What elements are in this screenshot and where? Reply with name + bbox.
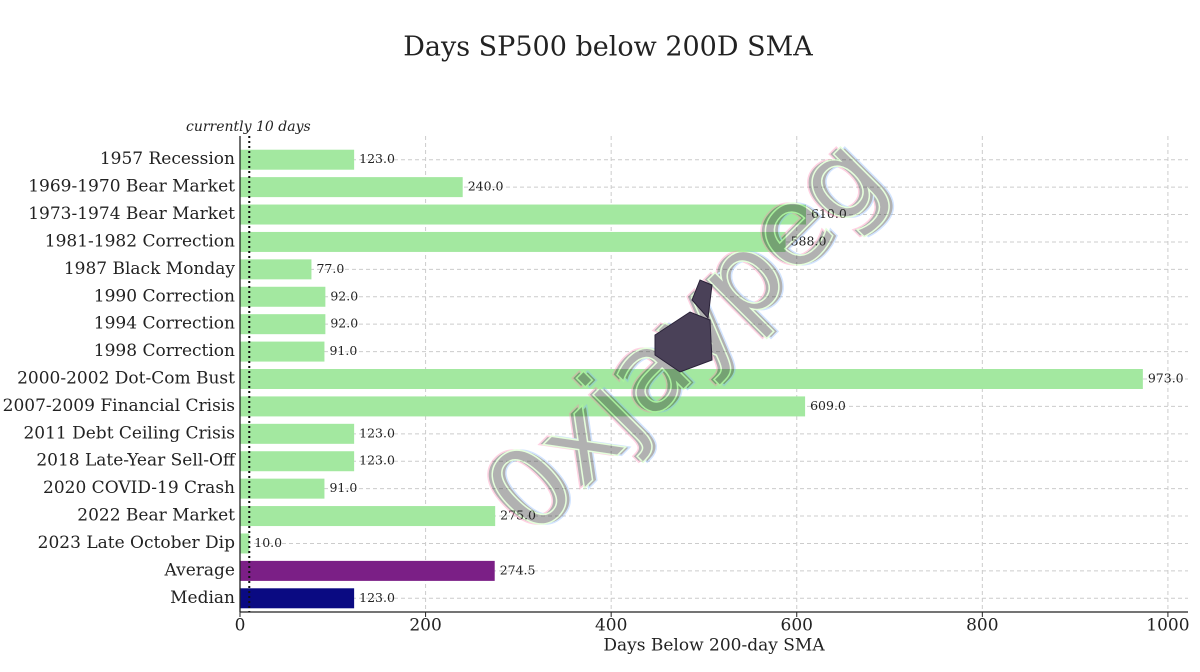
- y-tick-label: 2020 COVID-19 Crash: [43, 478, 235, 498]
- value-label: 92.0: [330, 316, 358, 331]
- value-label: 588.0: [791, 233, 827, 248]
- y-tick-label: 2007-2009 Financial Crisis: [3, 396, 235, 416]
- bar: [240, 451, 355, 472]
- value-label: 91.0: [329, 343, 357, 358]
- value-label: 123.0: [359, 425, 395, 440]
- y-tick-label: 2018 Late-Year Sell-Off: [36, 451, 237, 471]
- bar: [240, 506, 496, 527]
- bar: [240, 149, 355, 170]
- y-tick-label: 1973-1974 Bear Market: [28, 204, 235, 224]
- value-label: 610.0: [811, 206, 847, 221]
- bar: [240, 204, 807, 225]
- value-label: 123.0: [359, 151, 395, 166]
- bar: [240, 259, 312, 280]
- y-tick-label: 1998 Correction: [94, 341, 235, 361]
- bar: [240, 588, 355, 609]
- bar: [240, 369, 1143, 389]
- bar: [240, 423, 355, 444]
- bar: [240, 177, 463, 198]
- x-tick-label: 800: [966, 616, 998, 636]
- x-tick-label: 0: [235, 616, 246, 636]
- bar: [240, 231, 786, 252]
- value-label: 275.0: [500, 508, 536, 523]
- y-tick-label: 2022 Bear Market: [77, 506, 235, 526]
- x-tick-label: 1000: [1146, 616, 1189, 636]
- value-label: 973.0: [1148, 371, 1184, 386]
- chart-title: Days SP500 below 200D SMA: [403, 32, 813, 63]
- value-label: 240.0: [468, 179, 504, 194]
- bar: [240, 560, 495, 581]
- x-axis-label: Days Below 200-day SMA: [603, 636, 825, 656]
- y-tick-label: Median: [170, 588, 235, 608]
- bar: [240, 314, 326, 335]
- y-tick-label: 1957 Recession: [100, 149, 235, 169]
- y-tick-label: 2023 Late October Dip: [38, 533, 235, 553]
- value-label: 274.5: [500, 562, 536, 577]
- value-label: 10.0: [254, 535, 282, 550]
- annotation: currently 10 days: [186, 119, 311, 135]
- y-tick-label: 1969-1970 Bear Market: [28, 177, 235, 197]
- value-label: 609.0: [810, 398, 846, 413]
- value-label: 91.0: [329, 480, 357, 495]
- bar: [240, 478, 325, 499]
- icon: [654, 279, 713, 373]
- value-label: 123.0: [359, 590, 395, 605]
- bar: [240, 286, 326, 307]
- y-tick-label: 1990 Correction: [94, 286, 235, 306]
- bar: [240, 396, 806, 417]
- value-label: 77.0: [316, 261, 344, 276]
- y-tick-label: Average: [164, 560, 235, 580]
- y-tick-label: 1994 Correction: [94, 314, 235, 334]
- y-tick-label: 1981-1982 Correction: [45, 231, 235, 251]
- bar: [240, 533, 250, 554]
- x-tick-label: 600: [781, 616, 813, 636]
- bar: [240, 341, 325, 362]
- value-label: 92.0: [330, 288, 358, 303]
- x-tick-label: 400: [595, 616, 627, 636]
- y-tick-label: 2011 Debt Ceiling Crisis: [23, 423, 235, 443]
- y-tick-label: 1987 Black Monday: [64, 259, 236, 279]
- value-label: 123.0: [359, 453, 395, 468]
- x-tick-label: 200: [409, 616, 441, 636]
- y-tick-label: 2000-2002 Dot-Com Bust: [17, 369, 235, 389]
